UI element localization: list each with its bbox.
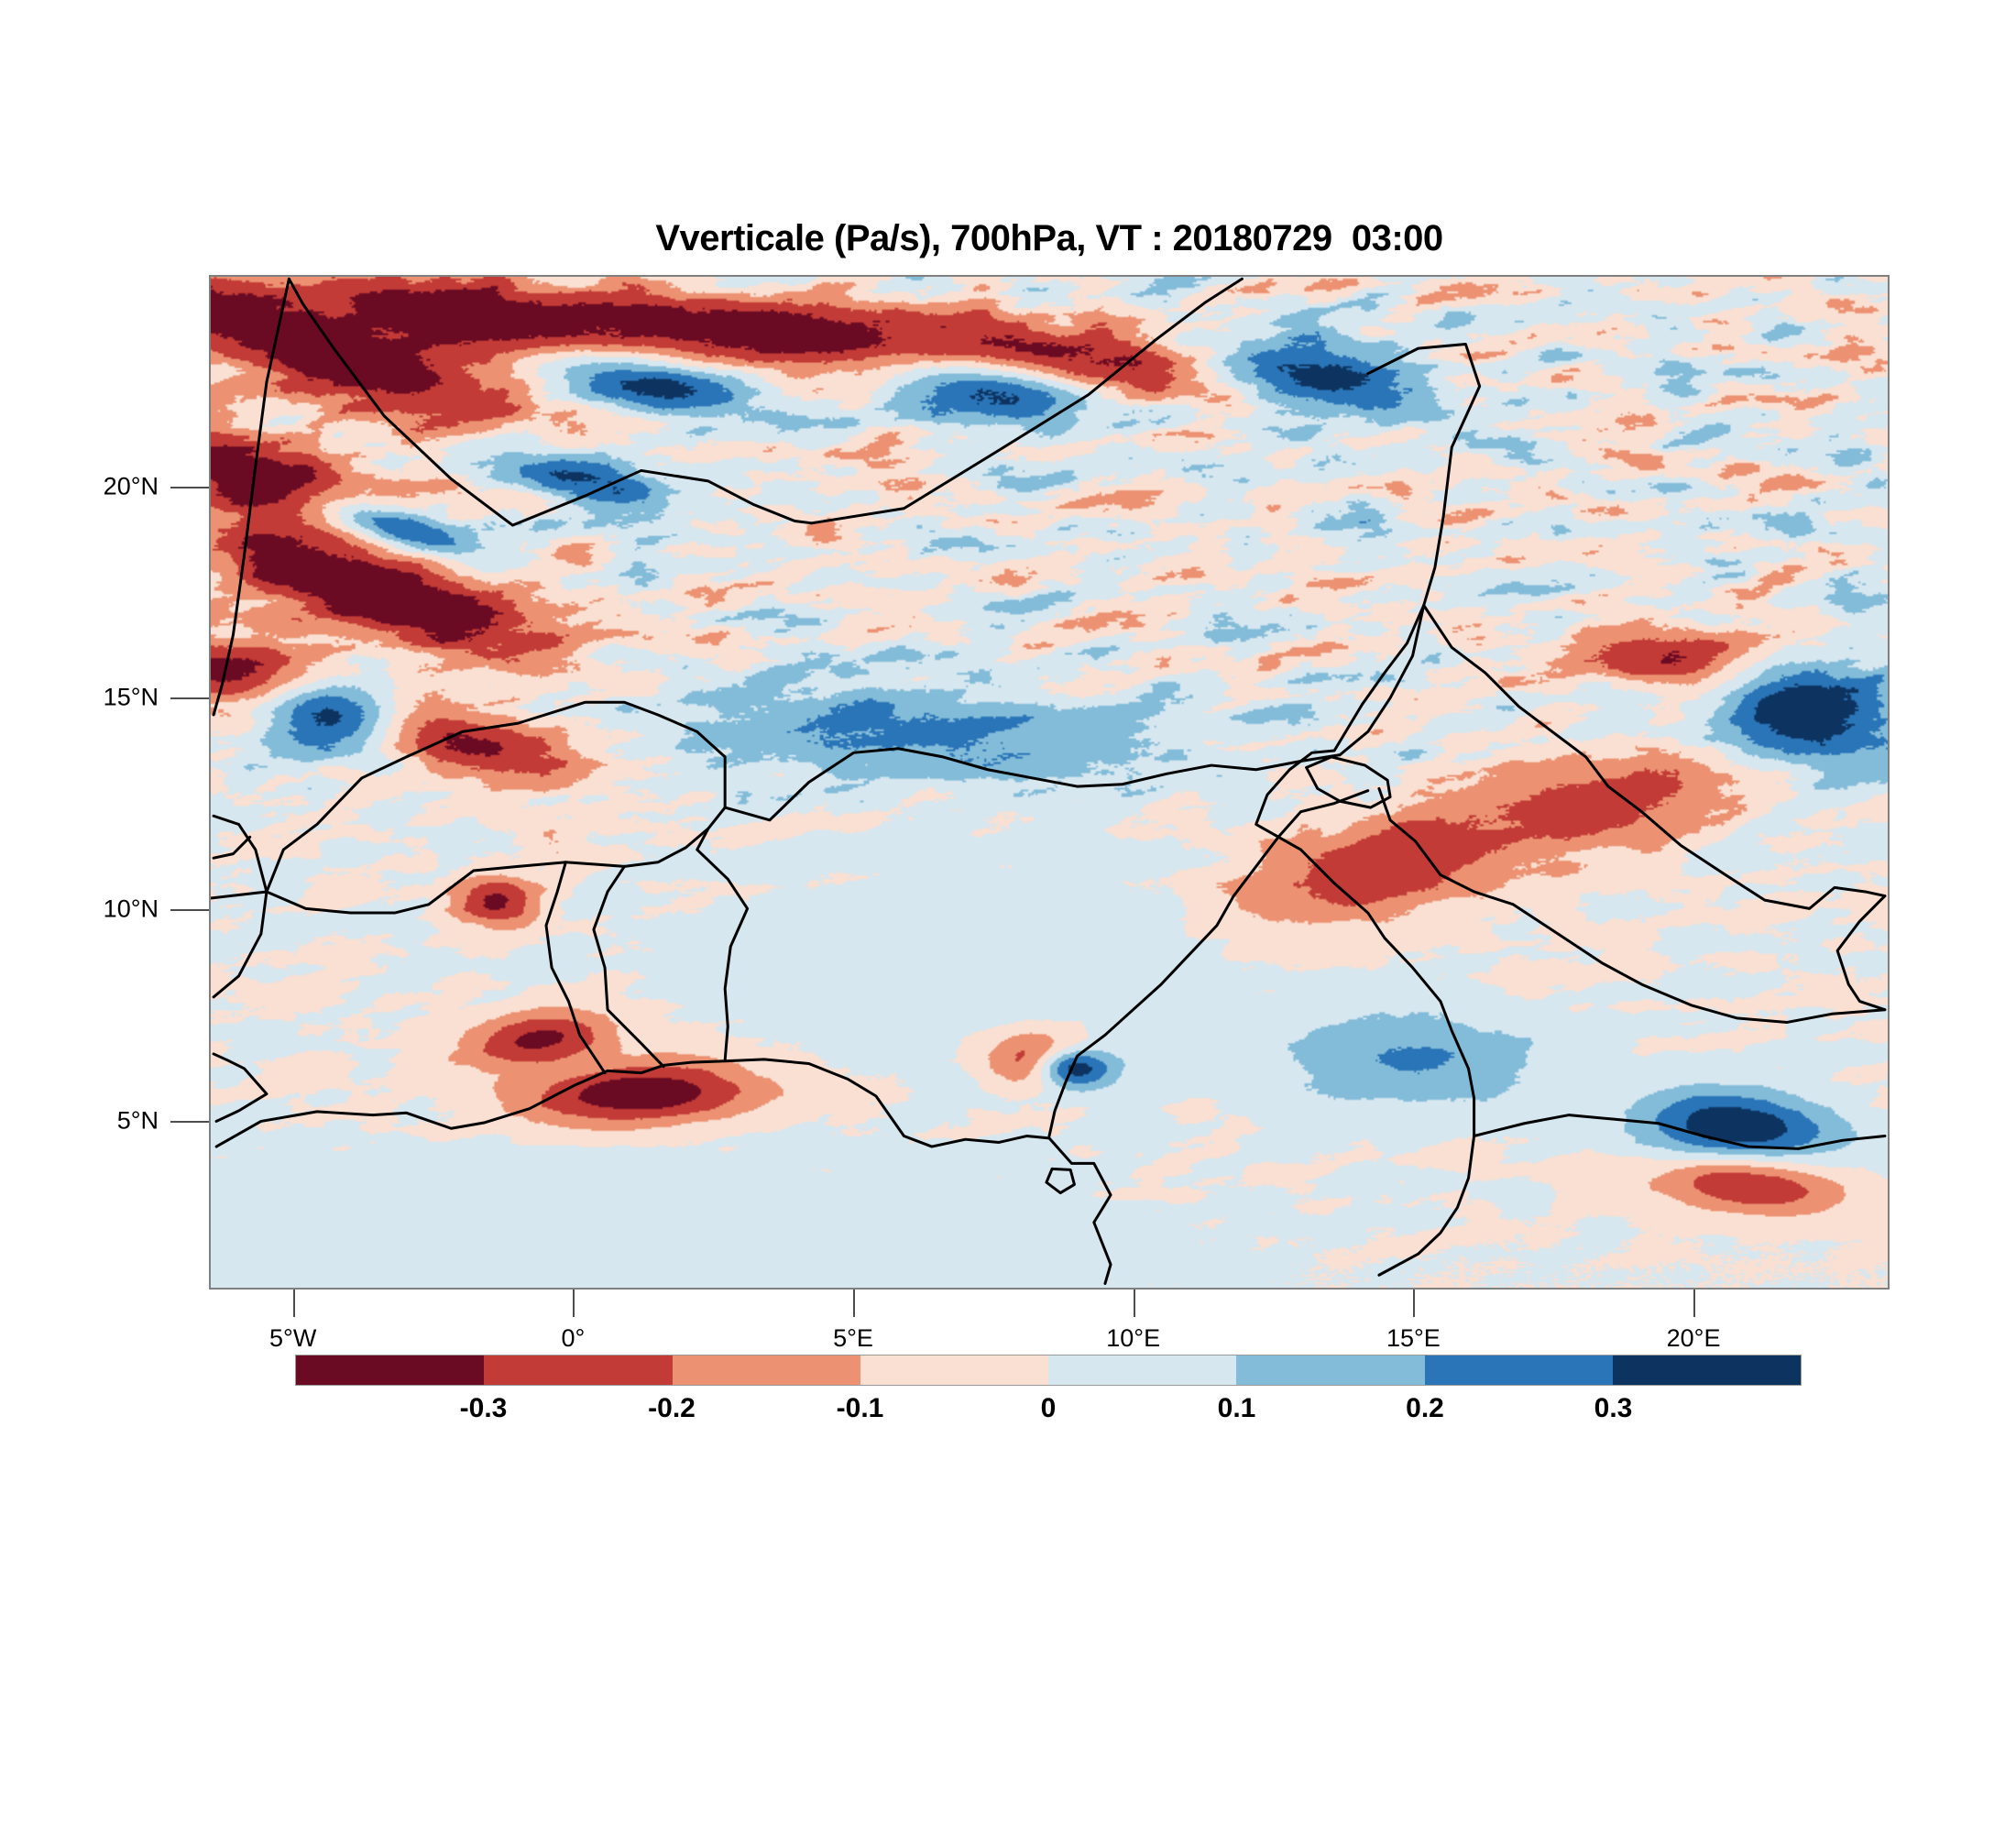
border-polyline-10 [1473, 1114, 1887, 1150]
border-polyline-5 [810, 277, 1244, 525]
border-polyline-16 [544, 861, 607, 1075]
border-polyline-20 [265, 700, 727, 894]
colorbar-band-1[interactable] [484, 1356, 673, 1385]
border-polyline-15 [592, 864, 665, 1069]
border-polyline-22 [212, 814, 268, 894]
longitude-tick-mark [1133, 1290, 1135, 1317]
border-polyline-19 [211, 890, 268, 900]
border-polyline-13 [723, 747, 1342, 822]
border-polyline-1 [212, 1052, 268, 1123]
colorbar-band-5[interactable] [1236, 1356, 1425, 1385]
country-borders-overlay [211, 277, 1887, 1285]
longitude-tick-label: 5°W [269, 1324, 317, 1352]
border-polyline-14 [696, 806, 750, 1062]
colorbar-tick-label: 0 [1040, 1393, 1057, 1423]
longitude-tick-mark [1693, 1290, 1696, 1317]
colorbar-tick-label: 0.3 [1594, 1393, 1633, 1423]
colorbar-band-2[interactable] [672, 1356, 860, 1385]
border-polyline-18 [212, 890, 268, 999]
colorbar-band-3[interactable] [860, 1356, 1048, 1385]
longitude-tick-mark [573, 1290, 575, 1317]
colorbar-tick-label: -0.3 [459, 1393, 508, 1423]
longitude-tick-mark [853, 1290, 856, 1317]
latitude-tick-label: 20°N [103, 472, 159, 500]
border-polyline-8 [1361, 604, 1426, 707]
border-polyline-24 [1338, 604, 1426, 757]
longitude-tick-label: 15°E [1386, 1324, 1441, 1352]
border-polyline-11 [1255, 703, 1476, 1277]
border-polyline-23 [212, 835, 252, 860]
longitude-tick-mark [292, 1290, 295, 1317]
colorbar-band-4[interactable] [1048, 1356, 1237, 1385]
colorbar-tick-label: 0.1 [1217, 1393, 1256, 1423]
longitude-tick-label: 10°E [1106, 1324, 1161, 1352]
colorbar-band-6[interactable] [1424, 1356, 1613, 1385]
latitude-tick-label: 5°N [116, 1106, 159, 1134]
latitude-tick-label: 15°N [103, 683, 159, 711]
border-polyline-25 [1835, 895, 1887, 1012]
latitude-tick-mark [170, 908, 209, 911]
colorbar[interactable] [295, 1355, 1802, 1386]
border-polyline-12 [1047, 789, 1370, 1137]
colorbar-tick-label: -0.1 [836, 1393, 884, 1423]
longitude-tick-label: 5°E [833, 1324, 873, 1352]
border-polyline-6 [1366, 343, 1482, 607]
longitude-tick-label: 20°E [1666, 1324, 1721, 1352]
border-polyline-3 [1305, 755, 1392, 809]
latitude-tick-mark [170, 1120, 209, 1123]
latitude-tick-mark [170, 697, 209, 700]
colorbar-tick-label: -0.2 [648, 1393, 696, 1423]
border-polyline-0 [214, 1058, 1112, 1285]
border-polyline-21 [212, 277, 290, 717]
page-title: Vverticale (Pa/s), 700hPa, VT : 20180729… [655, 218, 1443, 258]
colorbar-tick-label: 0.2 [1406, 1393, 1444, 1423]
border-polyline-17 [265, 827, 710, 915]
longitude-tick-mark [1413, 1290, 1416, 1317]
border-polyline-4 [287, 277, 814, 527]
latitude-tick-mark [170, 486, 209, 488]
border-polyline-9 [1377, 786, 1887, 1024]
colorbar-band-7[interactable] [1612, 1356, 1801, 1385]
colorbar-band-0[interactable] [296, 1356, 485, 1385]
latitude-tick-label: 10°N [103, 895, 159, 923]
border-polyline-2 [1045, 1167, 1076, 1195]
map-plot-area[interactable] [209, 275, 1890, 1290]
longitude-tick-label: 0° [561, 1324, 586, 1352]
border-polyline-7 [1422, 604, 1887, 910]
